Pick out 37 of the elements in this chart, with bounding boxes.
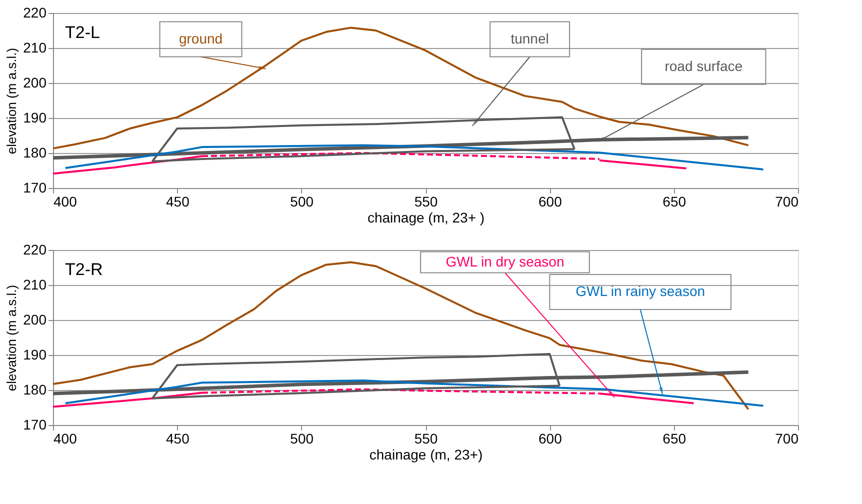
y-tick-label: 220 <box>23 242 47 258</box>
text: T2-R <box>65 260 103 279</box>
text: GWL in rainy season <box>576 283 706 299</box>
text: tunnel <box>510 30 549 46</box>
y-axis-title: elevation (m a.s.l.) <box>4 48 20 154</box>
x-tick-label: 450 <box>166 430 190 446</box>
x-axis-title: chainage (m, 23+ ) <box>367 210 485 226</box>
x-tick-label: 700 <box>775 430 799 446</box>
y-tick-label: 190 <box>23 110 47 126</box>
x-tick-label: 400 <box>54 430 78 446</box>
text: road surface <box>664 58 743 74</box>
y-tick-label: 200 <box>23 74 47 90</box>
y-tick-label: 180 <box>23 144 47 160</box>
text: T2-L <box>65 23 100 42</box>
y-tick-label: 190 <box>23 346 47 362</box>
x-tick-label: 450 <box>166 194 190 210</box>
y-axis-title: elevation (m a.s.l.) <box>4 284 20 392</box>
text: GWL in dry season <box>446 253 564 270</box>
x-tick-label: 650 <box>662 194 686 210</box>
x-tick-label: 500 <box>290 194 314 210</box>
x-tick-label: 500 <box>290 430 314 446</box>
x-tick-label: 600 <box>538 194 562 210</box>
x-tick-label: 700 <box>775 194 799 210</box>
y-tick-label: 170 <box>23 416 47 432</box>
y-tick-label: 210 <box>23 276 47 292</box>
x-tick-label: 550 <box>414 430 438 446</box>
x-tick-label: 550 <box>414 194 438 210</box>
y-tick-label: 180 <box>23 382 47 398</box>
x-tick-label: 400 <box>54 194 78 210</box>
text: ground <box>178 30 223 46</box>
y-tick-label: 170 <box>23 180 47 196</box>
y-tick-label: 210 <box>23 40 47 56</box>
x-tick-label: 600 <box>538 430 562 446</box>
y-tick-label: 220 <box>23 4 47 20</box>
x-axis-title: chainage (m, 23+) <box>369 446 483 462</box>
y-tick-label: 200 <box>23 312 47 328</box>
x-tick-label: 650 <box>662 430 686 446</box>
